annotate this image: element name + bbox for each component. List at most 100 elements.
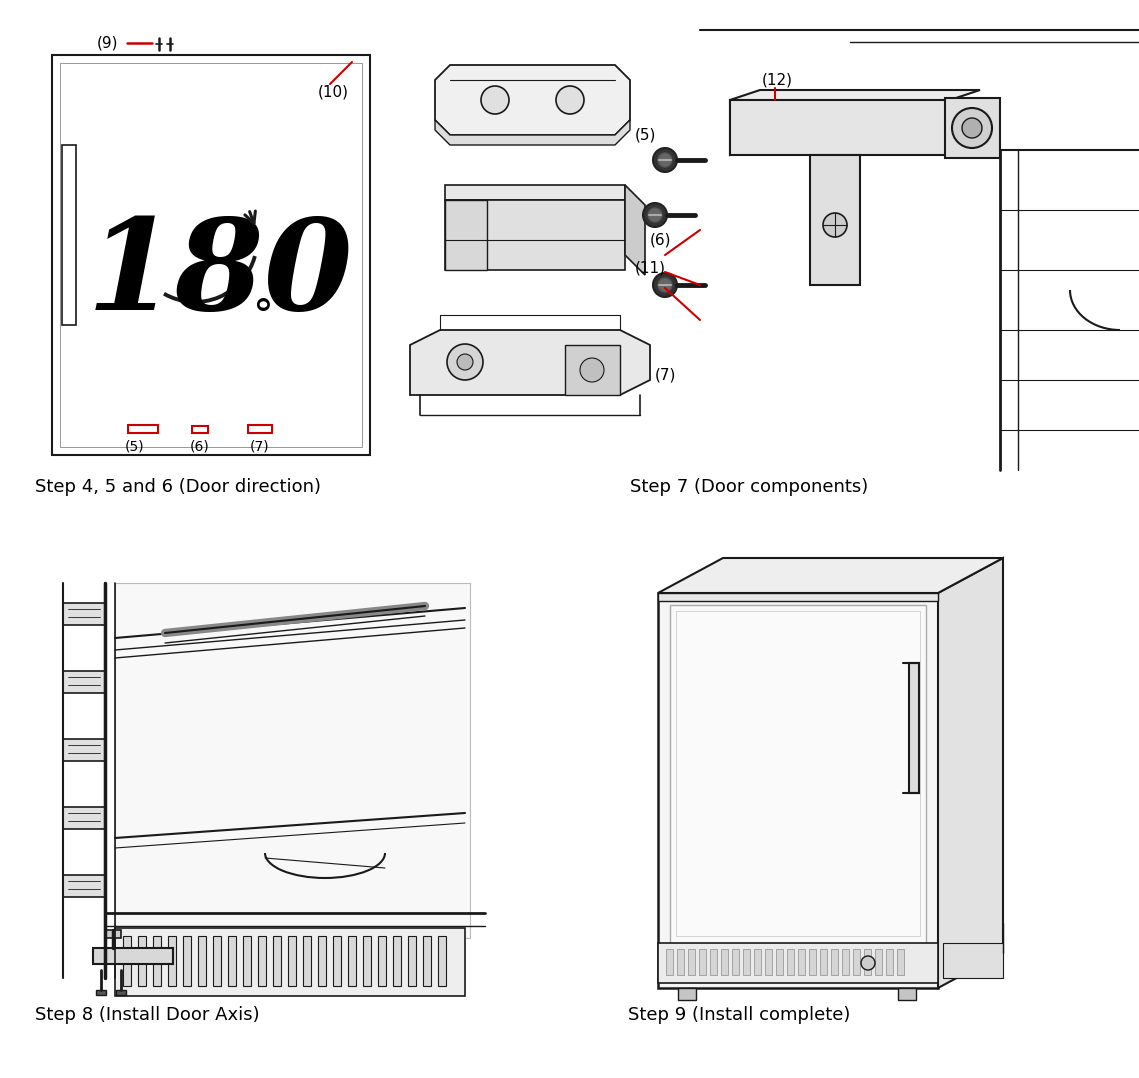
Bar bbox=[198, 936, 206, 986]
Text: (10): (10) bbox=[318, 84, 349, 99]
Bar bbox=[393, 936, 401, 986]
Bar bbox=[213, 936, 221, 986]
Bar bbox=[259, 936, 267, 986]
Circle shape bbox=[653, 148, 677, 172]
Bar bbox=[732, 949, 739, 975]
Polygon shape bbox=[435, 65, 630, 135]
Bar bbox=[754, 949, 761, 975]
Bar bbox=[658, 593, 939, 989]
Circle shape bbox=[861, 956, 875, 970]
Text: (6): (6) bbox=[650, 233, 672, 248]
Polygon shape bbox=[939, 558, 1003, 989]
Bar bbox=[63, 740, 105, 761]
Polygon shape bbox=[625, 185, 645, 275]
Bar bbox=[445, 201, 487, 270]
Polygon shape bbox=[410, 330, 650, 395]
Text: Step 9 (Install complete): Step 9 (Install complete) bbox=[628, 1006, 851, 1024]
Bar bbox=[243, 936, 251, 986]
Circle shape bbox=[457, 354, 473, 370]
Bar bbox=[93, 948, 173, 964]
Text: (6): (6) bbox=[190, 439, 210, 453]
Bar bbox=[303, 936, 311, 986]
Bar bbox=[710, 949, 716, 975]
Bar bbox=[116, 990, 126, 995]
Circle shape bbox=[648, 208, 662, 222]
Bar bbox=[52, 55, 370, 455]
Bar bbox=[349, 936, 357, 986]
Text: Step 7 (Door components): Step 7 (Door components) bbox=[630, 478, 868, 496]
Bar bbox=[776, 949, 782, 975]
Bar bbox=[898, 949, 904, 975]
Bar bbox=[128, 425, 158, 433]
Bar bbox=[787, 949, 794, 975]
Bar bbox=[898, 989, 916, 1000]
Bar bbox=[658, 943, 939, 983]
Circle shape bbox=[658, 153, 672, 167]
Bar bbox=[105, 930, 121, 938]
Bar bbox=[688, 949, 695, 975]
Circle shape bbox=[644, 203, 667, 227]
Bar bbox=[809, 949, 816, 975]
Circle shape bbox=[952, 108, 992, 148]
Bar bbox=[730, 100, 950, 155]
Bar bbox=[273, 936, 281, 986]
Circle shape bbox=[823, 213, 847, 237]
Polygon shape bbox=[435, 120, 630, 146]
Bar bbox=[248, 425, 272, 433]
Bar bbox=[63, 671, 105, 693]
Bar bbox=[699, 949, 706, 975]
Text: °: ° bbox=[253, 298, 273, 338]
Circle shape bbox=[556, 86, 584, 114]
Bar bbox=[909, 663, 919, 793]
Bar bbox=[666, 949, 673, 975]
Bar bbox=[721, 949, 728, 975]
Bar bbox=[743, 949, 749, 975]
Circle shape bbox=[446, 344, 483, 381]
Bar bbox=[439, 936, 446, 986]
Circle shape bbox=[481, 86, 509, 114]
Polygon shape bbox=[445, 185, 625, 201]
Text: (5): (5) bbox=[125, 439, 145, 453]
Circle shape bbox=[653, 273, 677, 298]
Bar bbox=[96, 990, 106, 995]
Bar bbox=[192, 426, 208, 433]
Bar bbox=[677, 611, 920, 936]
Circle shape bbox=[658, 278, 672, 292]
Bar bbox=[853, 949, 860, 975]
Bar bbox=[378, 936, 386, 986]
Text: Step 8 (Install Door Axis): Step 8 (Install Door Axis) bbox=[35, 1006, 260, 1024]
Bar bbox=[658, 593, 939, 602]
Bar bbox=[183, 936, 191, 986]
Bar bbox=[63, 807, 105, 829]
Polygon shape bbox=[658, 558, 1003, 593]
Bar bbox=[167, 936, 177, 986]
Bar bbox=[820, 949, 827, 975]
Text: (9): (9) bbox=[97, 36, 117, 51]
Bar bbox=[62, 146, 76, 324]
Bar bbox=[363, 936, 371, 986]
Bar bbox=[875, 949, 882, 975]
Bar bbox=[228, 936, 236, 986]
Text: (7): (7) bbox=[251, 439, 270, 453]
Bar bbox=[842, 949, 849, 975]
Circle shape bbox=[580, 358, 604, 382]
Bar bbox=[288, 936, 296, 986]
Bar bbox=[445, 201, 625, 270]
Bar bbox=[886, 949, 893, 975]
Bar bbox=[60, 63, 362, 447]
Bar bbox=[945, 98, 1000, 158]
Bar bbox=[63, 875, 105, 897]
Bar bbox=[153, 936, 161, 986]
Text: Step 4, 5 and 6 (Door direction): Step 4, 5 and 6 (Door direction) bbox=[35, 478, 321, 496]
Bar bbox=[670, 605, 926, 945]
Bar bbox=[318, 936, 326, 986]
Bar bbox=[63, 603, 105, 625]
Bar bbox=[115, 583, 470, 938]
Polygon shape bbox=[730, 89, 980, 155]
Bar bbox=[333, 936, 341, 986]
Bar bbox=[865, 949, 871, 975]
Bar bbox=[123, 936, 131, 986]
Bar bbox=[408, 936, 416, 986]
Text: (7): (7) bbox=[655, 368, 677, 383]
Bar bbox=[798, 949, 805, 975]
